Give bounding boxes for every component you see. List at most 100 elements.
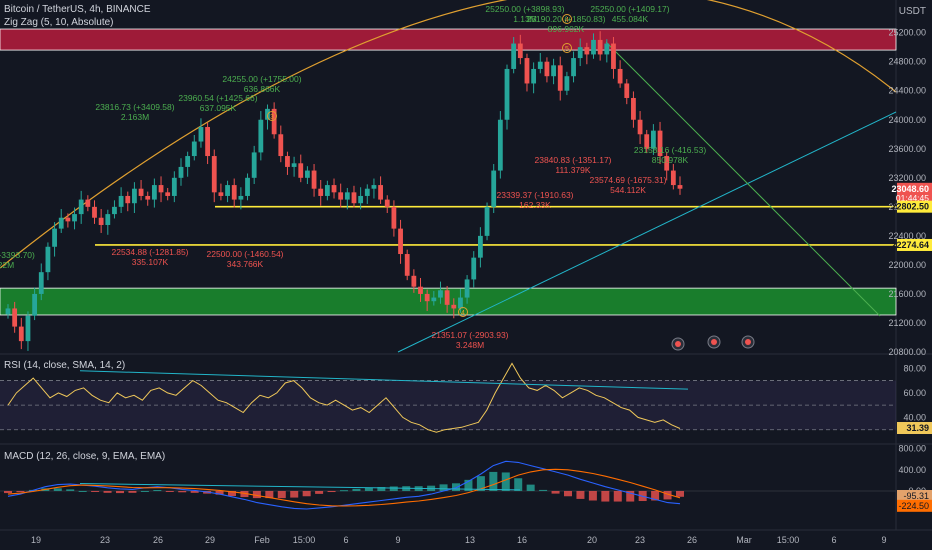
time-axis-tick: 23 [635, 535, 645, 545]
candle-body [165, 192, 171, 196]
ascending-trendline [397, 111, 897, 353]
candle-body [471, 257, 477, 280]
zigzag-label-volume: 896.902K [548, 24, 585, 34]
macd-histogram-bar [651, 490, 660, 501]
zigzag-label-value: 25190.20 (+1850.83) [526, 14, 605, 24]
zigzag-label-value: 23339.37 (-1910.63) [496, 190, 573, 200]
candle-body [584, 47, 590, 55]
time-axis-tick: 13 [465, 535, 475, 545]
time-axis-tick: Feb [254, 535, 270, 545]
zigzag-label-volume: 335.107K [132, 257, 169, 267]
candle-body [258, 119, 264, 153]
zigzag-label-volume: 850.978K [652, 155, 689, 165]
time-axis-tick: 9 [395, 535, 400, 545]
candle-body [271, 108, 277, 135]
candle-body [617, 68, 623, 84]
candle-body [577, 47, 583, 59]
candle-body [238, 195, 244, 200]
time-axis-tick: 6 [343, 535, 348, 545]
candle-body [318, 188, 324, 196]
candle-body [371, 185, 377, 189]
rsi-axis-tick: 40.00 [903, 412, 926, 422]
time-axis-tick: 19 [31, 535, 41, 545]
candle-body [298, 163, 304, 178]
zigzag-label-volume: 162.33K [519, 200, 551, 210]
macd-histogram-bar [290, 490, 299, 498]
macd-histogram-bar [327, 490, 336, 493]
macd-histogram-bar [277, 490, 286, 499]
macd-histogram-bar [91, 490, 100, 492]
time-axis-tick: Mar [736, 535, 752, 545]
candle-body [211, 156, 217, 193]
price-axis-tick: 21200.00 [888, 318, 926, 328]
candle-body [464, 279, 470, 298]
price-axis-tick: 20800.00 [888, 347, 926, 357]
price-axis-label-bg [897, 238, 932, 251]
wave-marker-circle [562, 43, 572, 53]
rsi-value: 31.39 [906, 423, 929, 433]
candle-body [411, 275, 417, 287]
candle-body [418, 286, 423, 294]
candle-body [517, 43, 523, 59]
time-axis-tick: 26 [687, 535, 697, 545]
time-axis-tick: 6 [831, 535, 836, 545]
macd-histogram-bar [564, 490, 572, 497]
price-axis-label: 23048.60 [891, 184, 929, 194]
price-axis-tick: 23600.00 [888, 144, 926, 154]
candle-body [324, 185, 330, 196]
zigzag-label-volume: 3.248M [456, 340, 484, 350]
macd-histogram-bar [539, 489, 548, 491]
candle-body [338, 192, 344, 200]
zigzag-label-volume: 1.13M [513, 14, 537, 24]
candle-body [92, 206, 97, 218]
zigzag-label-value: 22500.00 (-1460.54) [206, 249, 283, 259]
wave-marker-label: 3 [270, 114, 274, 121]
macd-histogram-bar [140, 490, 149, 492]
macd-histogram-bar [588, 490, 597, 501]
macd-axis-tick: 800.00 [898, 444, 926, 454]
candle-body [650, 130, 656, 149]
candle-body [185, 156, 191, 167]
price-axis-tick: 22400.00 [888, 231, 926, 241]
candle-body [125, 195, 131, 204]
price-axis-tick: 25200.00 [888, 28, 926, 38]
macd-signal-value: -224.50 [898, 501, 929, 511]
macd-histogram-bar [315, 490, 324, 494]
macd-histogram-bar [364, 487, 373, 491]
zigzag-label-value: 650.00 (+3393.70) [0, 250, 35, 260]
candle-body [12, 308, 18, 327]
time-axis-tick: 15:00 [293, 535, 316, 545]
candle-body [644, 134, 650, 149]
candle-body [178, 166, 184, 178]
candle-body [305, 170, 310, 178]
price-axis-tick: 24800.00 [888, 57, 926, 67]
zigzag-label-value: 25250.00 (+3898.93) [485, 4, 564, 14]
zigzag-label-value: 23158.16 (-416.53) [634, 145, 706, 155]
macd-signal-value-bg [897, 499, 932, 512]
rsi-value-bg [897, 422, 932, 435]
candle-body [504, 68, 510, 120]
candle-body [611, 43, 616, 69]
candle-body [358, 195, 364, 204]
price-axis-label: 22274.64 [891, 240, 929, 250]
macd-histogram-bar [476, 476, 485, 491]
zigzag-label-volume: 6.022M [0, 260, 14, 270]
time-axis-tick: 26 [153, 535, 163, 545]
candle-body [331, 185, 337, 193]
zigzag-label-value: 24255.00 (+1755.00) [222, 74, 301, 84]
macd-histogram-bar [16, 490, 25, 493]
macd-histogram-bar [663, 490, 672, 500]
wave-marker-circle [267, 111, 277, 121]
candle-body [38, 272, 44, 294]
macd-value: -95.31 [903, 491, 929, 501]
wave-marker-label: 5 [565, 46, 569, 53]
macd-histogram-bar [153, 490, 162, 492]
candle-body [138, 188, 144, 196]
rsi-label: RSI (14, close, SMA, 14, 2) [4, 360, 126, 371]
candle-body [291, 163, 297, 167]
time-axis-tick: 20 [587, 535, 597, 545]
macd-histogram-bar [377, 487, 386, 491]
candle-body [477, 235, 483, 258]
candle-body [571, 58, 576, 77]
